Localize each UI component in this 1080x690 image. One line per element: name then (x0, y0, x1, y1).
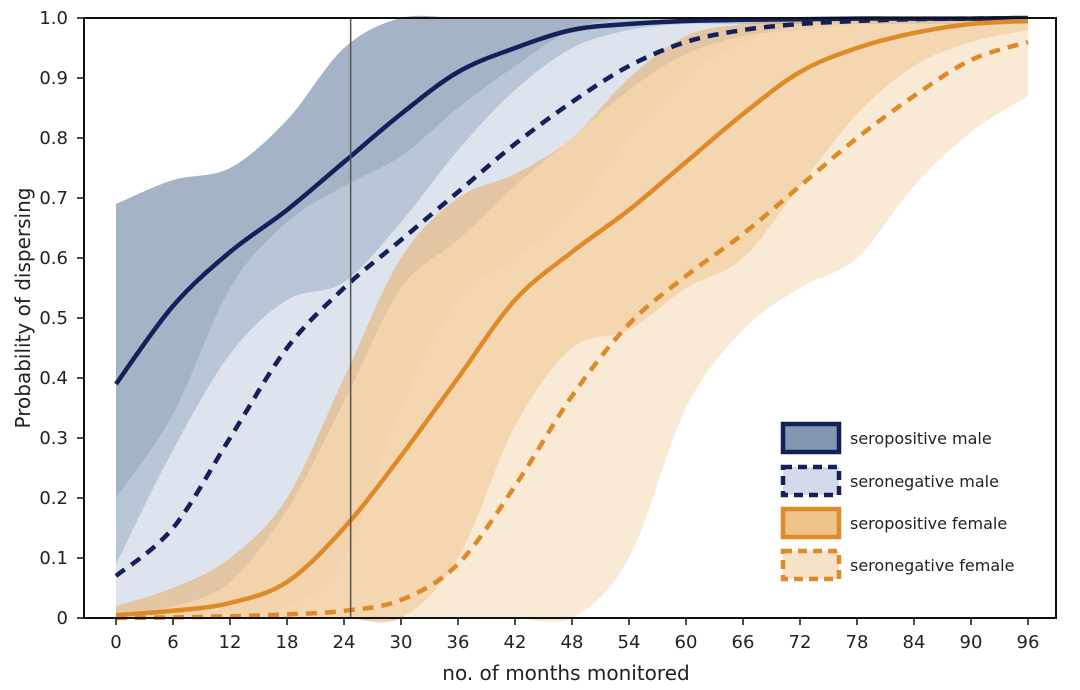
x-axis: 0 6 12 18 24 30 36 42 48 54 60 66 72 78 84 90 96 (110, 618, 1039, 653)
y-tick-label: 0.6 (39, 248, 68, 269)
y-axis-title: Probability of dispersing (11, 188, 35, 429)
band-seropositive-male (116, 15, 1028, 565)
y-tick-label: 0.3 (39, 428, 68, 449)
band-seronegative-male (116, 17, 1028, 613)
y-tick-label: 1.0 (39, 8, 68, 29)
x-axis-title: no. of months monitored (442, 661, 689, 685)
y-tick-label: 0.8 (39, 128, 68, 149)
x-tick-label: 60 (675, 632, 698, 653)
legend-label-seronegative-female: seronegative female (850, 556, 1014, 575)
y-tick-label: 0.9 (39, 68, 68, 89)
legend-label-seropositive-female: seropositive female (850, 514, 1007, 533)
x-tick-label: 6 (167, 632, 178, 653)
x-tick-label: 24 (333, 632, 356, 653)
y-axis: 0 0.1 0.2 0.3 0.4 0.5 0.6 0.7 0.8 0.9 1.0 (39, 8, 84, 629)
legend: seropositive male seronegative male sero… (780, 421, 1014, 582)
y-tick-label: 0.4 (39, 368, 68, 389)
x-tick-label: 72 (789, 632, 812, 653)
legend-swatch-seropositive-female (780, 506, 842, 540)
x-tick-label: 30 (390, 632, 413, 653)
y-tick-label: 0 (57, 608, 68, 629)
y-tick-label: 0.2 (39, 488, 68, 509)
x-tick-label: 84 (903, 632, 926, 653)
confidence-bands (116, 15, 1028, 623)
legend-label-seropositive-male: seropositive male (850, 429, 992, 448)
x-tick-label: 90 (960, 632, 983, 653)
x-tick-label: 96 (1017, 632, 1040, 653)
band-seronegative-female (116, 17, 1028, 623)
line-seronegative-female (115, 39, 1029, 621)
y-tick-label: 0.7 (39, 188, 68, 209)
x-tick-label: 12 (219, 632, 242, 653)
legend-swatch-seronegative-female (780, 548, 842, 582)
x-tick-label: 18 (276, 632, 299, 653)
x-tick-label: 54 (618, 632, 641, 653)
x-tick-label: 36 (447, 632, 470, 653)
legend-swatch-seronegative-male (780, 464, 842, 498)
line-seropositive-female (115, 18, 1029, 618)
y-tick-label: 0.5 (39, 308, 68, 329)
legend-label-seronegative-male: seronegative male (850, 472, 999, 491)
x-tick-label: 0 (110, 632, 121, 653)
x-tick-label: 42 (504, 632, 527, 653)
x-tick-label: 48 (561, 632, 584, 653)
legend-swatch-seropositive-male (780, 421, 842, 455)
x-tick-label: 66 (732, 632, 755, 653)
y-tick-label: 0.1 (39, 548, 68, 569)
x-tick-label: 78 (846, 632, 869, 653)
